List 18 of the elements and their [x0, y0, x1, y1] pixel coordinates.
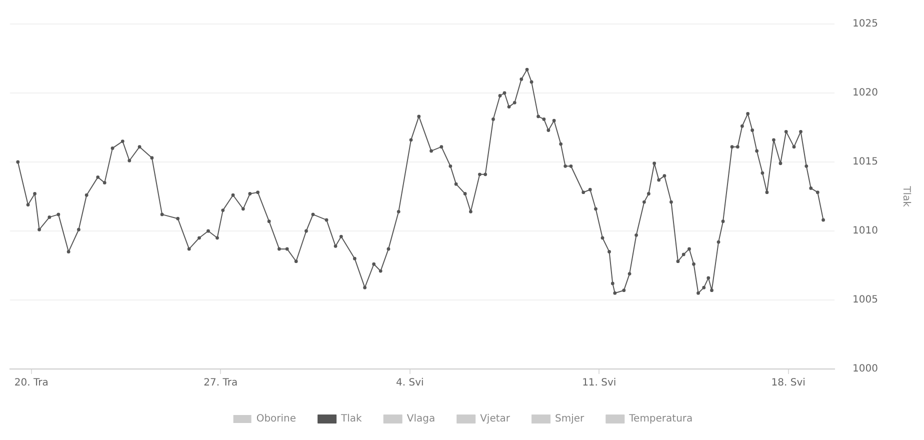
- legend-label: Smjer: [555, 414, 586, 425]
- x-tick-label: 4. Svi: [396, 378, 424, 389]
- y-axis-title: Tlak: [900, 185, 912, 208]
- y-tick-label: 1020: [852, 88, 878, 99]
- legend-label: Vlaga: [406, 414, 436, 425]
- y-tick-label: 1010: [852, 226, 878, 237]
- legend-label: Tlak: [340, 414, 362, 425]
- legend-label: Oborine: [256, 414, 296, 425]
- y-tick-label: 1000: [852, 364, 878, 375]
- x-tick-label: 11. Svi: [582, 378, 616, 389]
- y-tick-label: 1025: [852, 18, 878, 30]
- x-tick-label: 27. Tra: [204, 378, 238, 389]
- y-tick-label: 1005: [852, 294, 878, 306]
- legend-label: Vjetar: [480, 414, 511, 425]
- y-tick-label: 1015: [852, 156, 878, 168]
- legend-label: Temperatura: [628, 414, 693, 425]
- x-tick-label: 20. Tra: [14, 378, 48, 389]
- x-tick-label: 18. Svi: [771, 378, 806, 389]
